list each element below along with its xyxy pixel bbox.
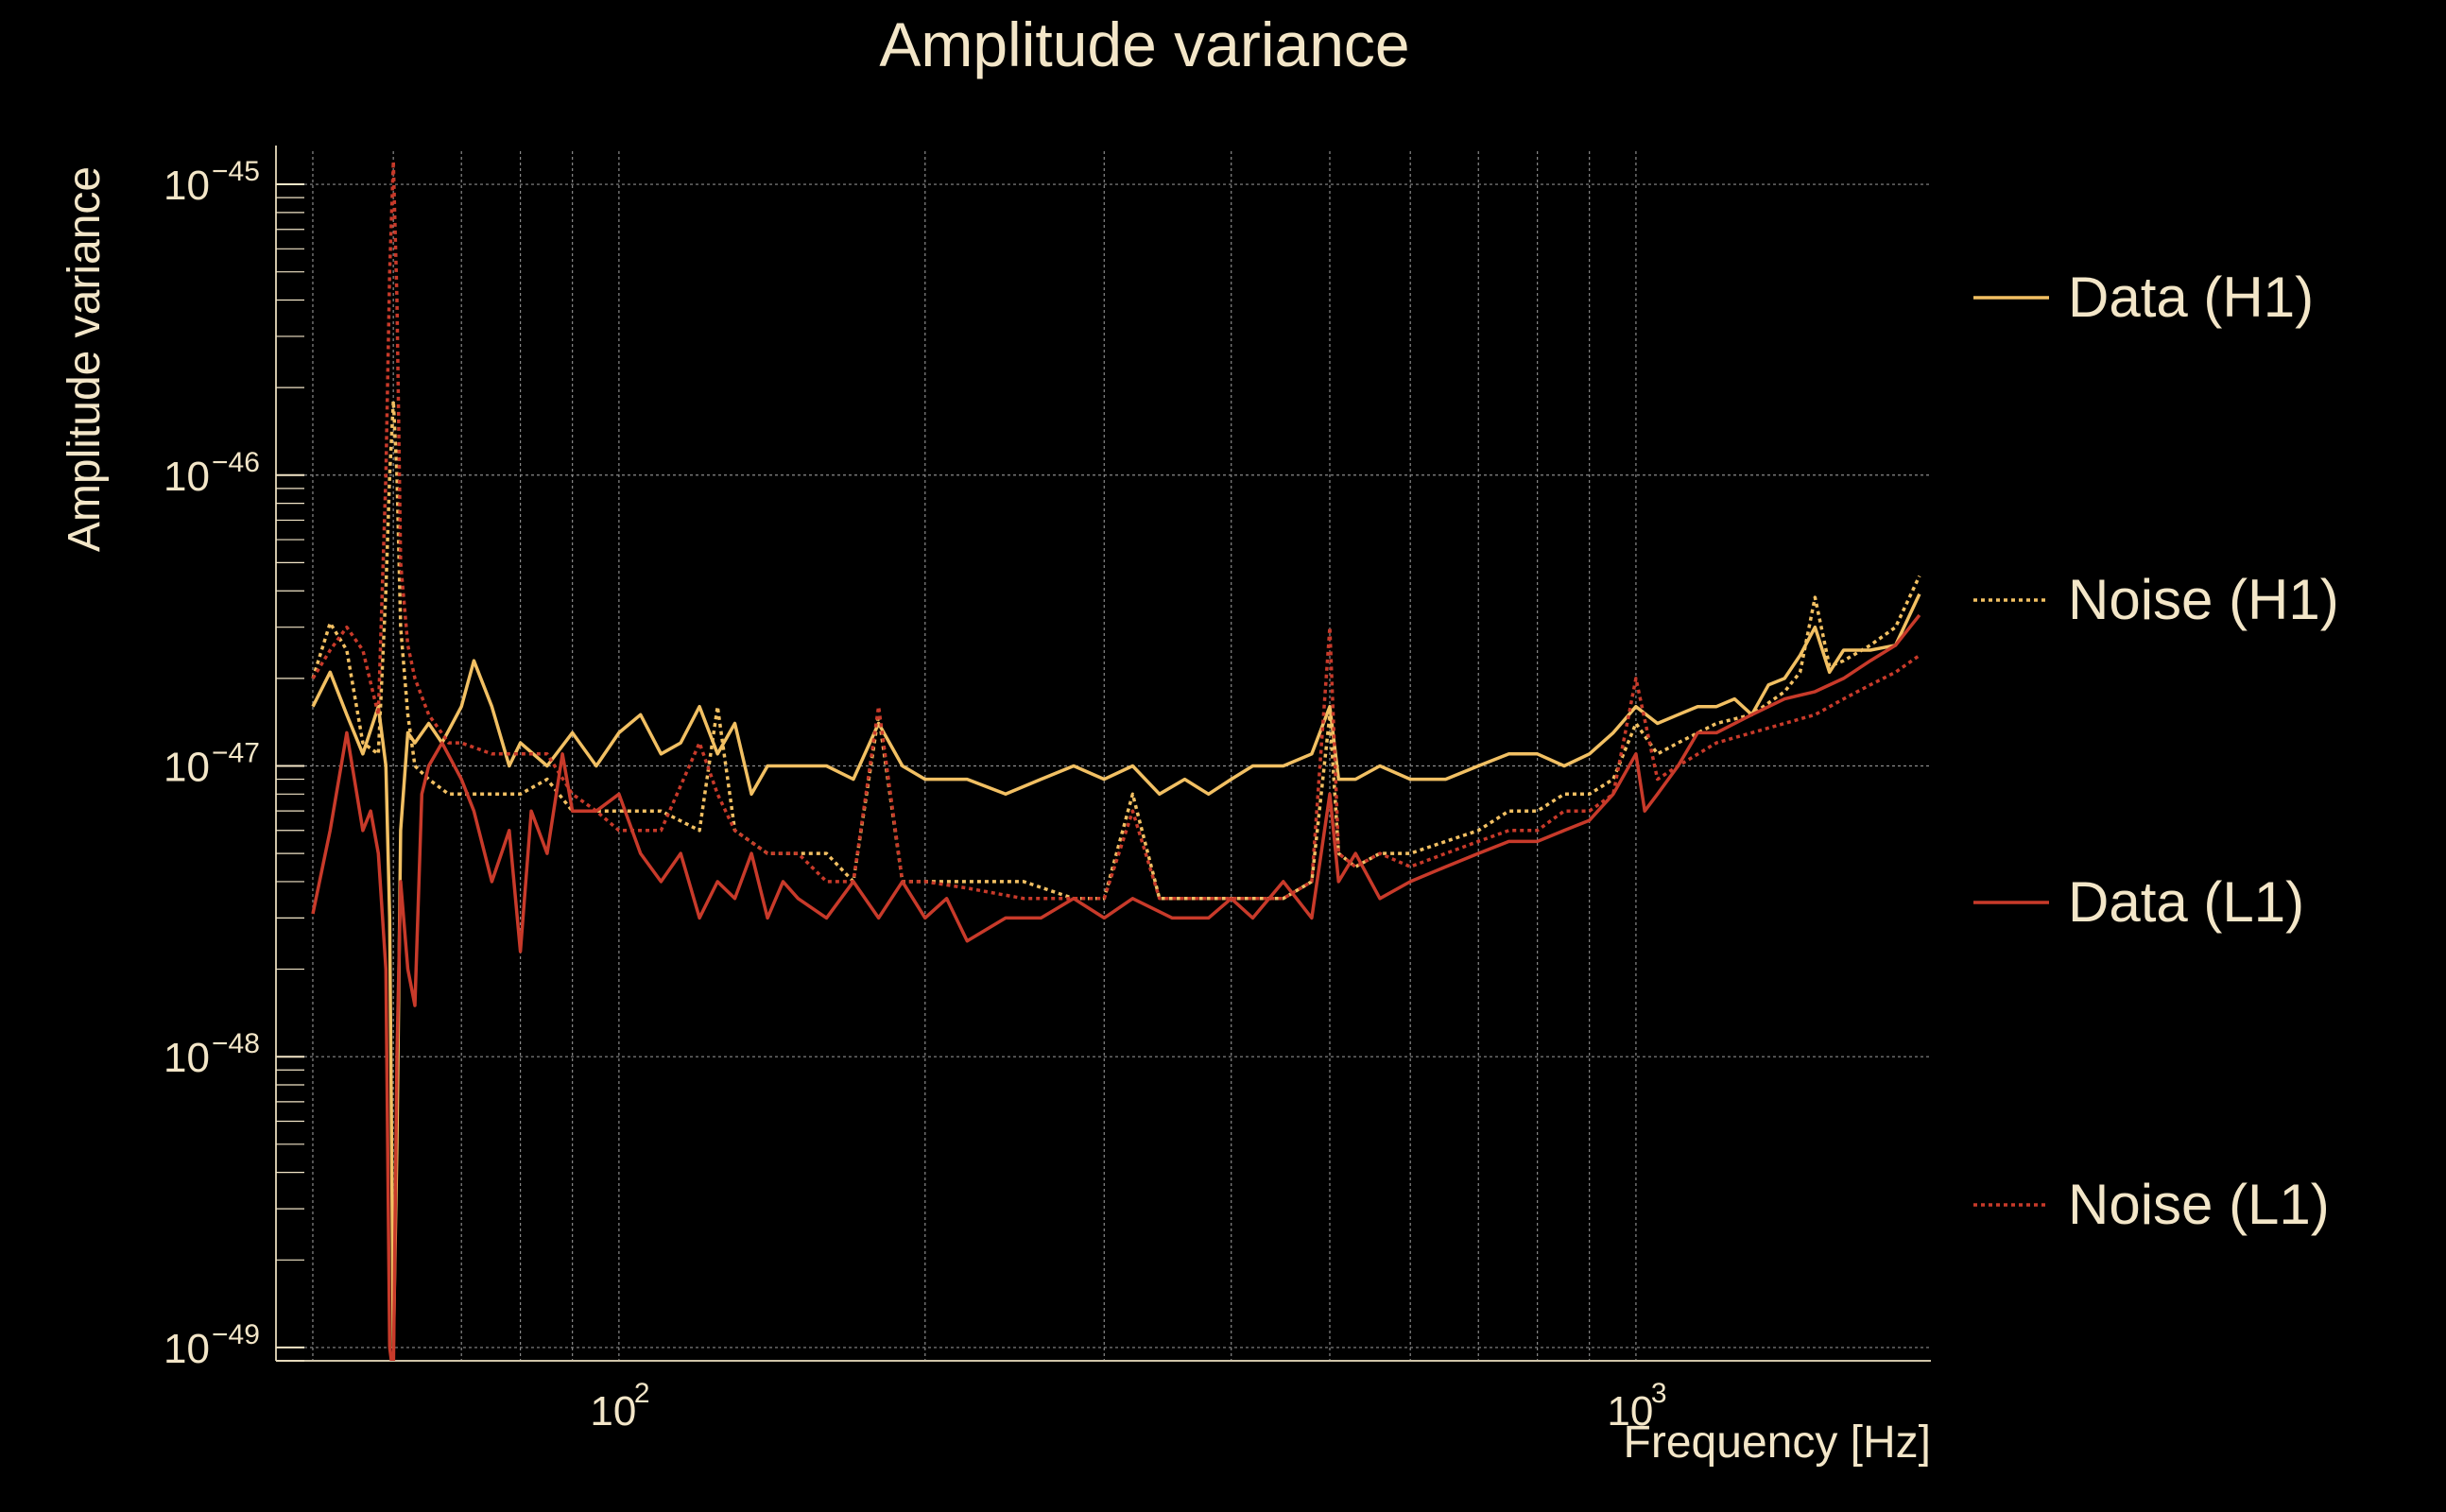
y-tick-exponent: −48 (212, 1028, 260, 1059)
y-tick-label: 10 (164, 454, 210, 500)
legend-label-data-l1: Data (L1) (2068, 870, 2304, 934)
series-line-data-h1 (311, 593, 1921, 1349)
x-tick-exponent: 3 (1651, 1378, 1667, 1409)
x-tick-exponent: 2 (634, 1378, 650, 1409)
y-tick-exponent: −45 (212, 156, 260, 187)
y-tick-exponent: −46 (212, 447, 260, 478)
y-axis-label: Amplitude variance (60, 166, 110, 552)
x-tick-label: 10 (1607, 1388, 1653, 1435)
legend-label-data-h1: Data (H1) (2068, 266, 2314, 329)
x-tick-label: 10 (590, 1388, 636, 1435)
plot-area (311, 159, 1921, 1361)
series-line-noise-h1 (311, 399, 1921, 901)
y-tick-exponent: −49 (212, 1319, 260, 1350)
y-tick-label: 10 (164, 1326, 210, 1372)
x-axis-label: Frequency [Hz] (1624, 1418, 1931, 1468)
legend-label-noise-h1: Noise (H1) (2068, 568, 2339, 631)
y-tick-exponent: −47 (212, 737, 260, 768)
y-tick-label: 10 (164, 163, 210, 209)
y-tick-label: 10 (164, 744, 210, 790)
y-tick-label: 10 (164, 1035, 210, 1081)
legend-label-noise-l1: Noise (L1) (2068, 1173, 2330, 1236)
series-line-noise-l1 (311, 159, 1921, 901)
legend: Data (H1) Noise (H1) Data (L1) Noise (L1) (1973, 266, 2339, 1236)
chart-title: Amplitude variance (879, 9, 1409, 79)
